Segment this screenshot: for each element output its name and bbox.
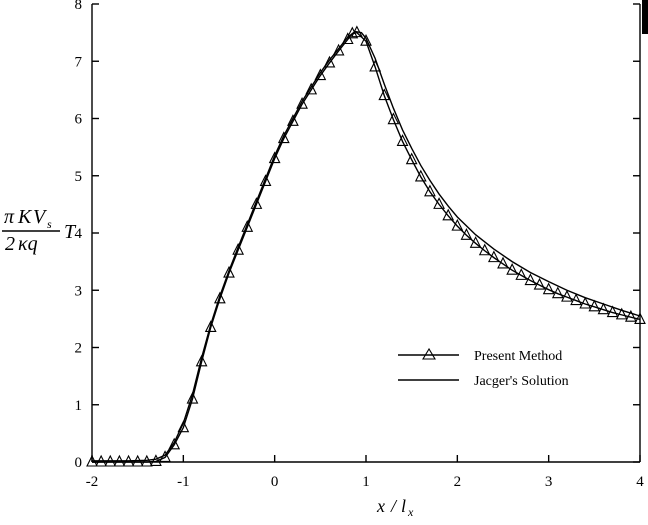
x-tick-label-3: 3: [545, 474, 553, 490]
marker-present-method-48: [515, 268, 528, 280]
ylabel-t: T: [64, 221, 77, 243]
series-line-jacger-s-solution: [92, 30, 641, 462]
xlabel-x: x: [376, 496, 385, 516]
marker-present-method-37: [414, 169, 427, 182]
x-tick-label--1: -1: [177, 474, 190, 490]
marker-present-method-54: [570, 293, 582, 306]
marker-present-method-44: [478, 243, 491, 256]
marker-present-method-14: [213, 291, 226, 304]
ylabel-denominator-kq: κq: [18, 233, 38, 255]
marker-present-method-34: [387, 112, 400, 125]
marker-present-method-40: [442, 208, 455, 221]
marker-present-method-26: [323, 55, 336, 68]
y-axis-label: π K V s 2 κq T: [2, 206, 77, 255]
marker-present-method-61: [634, 312, 646, 325]
marker-present-method-36: [405, 152, 418, 165]
marker-present-method-10: [177, 420, 190, 433]
marker-present-method-28: [341, 32, 354, 45]
xlabel-sub-x: x: [407, 505, 414, 519]
y-tick-label-5: 5: [75, 169, 83, 185]
ylabel-sub-s: s: [47, 217, 52, 231]
marker-present-method-49: [524, 273, 537, 286]
marker-present-method-17: [241, 220, 254, 232]
ylabel-pi: π: [4, 206, 15, 228]
marker-present-method-43: [469, 236, 482, 248]
x-tick-label--2: -2: [86, 474, 99, 490]
marker-present-method-42: [460, 228, 473, 240]
legend-label-jaegers-solution: Jacger's Solution: [474, 374, 569, 389]
marker-present-method-23: [296, 96, 308, 109]
x-tick-label-0: 0: [271, 474, 279, 490]
marker-present-method-59: [615, 307, 628, 320]
marker-present-method-29: [346, 26, 359, 39]
marker-present-method-9: [168, 437, 181, 450]
marker-present-method-53: [561, 289, 573, 302]
xlabel-l: l: [401, 496, 406, 516]
marker-present-method-55: [579, 296, 592, 309]
marker-present-method-33: [378, 88, 391, 101]
x-axis-label: x / l x: [376, 496, 414, 519]
marker-present-method-60: [624, 309, 637, 322]
legend-label-present-method: Present Method: [474, 349, 562, 364]
marker-present-method-51: [542, 282, 555, 295]
edge-mark-top: [642, 0, 648, 34]
marker-present-method-7: [150, 454, 162, 466]
marker-present-method-38: [424, 184, 436, 197]
marker-present-method-27: [332, 43, 345, 56]
axes: 0 1 2 3 4 5 6 7 8 -2 -1 0 1 2 3 4: [75, 0, 645, 490]
ylabel-k: K: [17, 206, 33, 228]
ylabel-v: V: [33, 206, 48, 228]
marker-present-method-41: [451, 218, 464, 231]
marker-present-method-57: [597, 302, 610, 315]
marker-present-method-22: [287, 114, 299, 126]
x-tick-label-1: 1: [362, 474, 370, 490]
y-tick-label-0: 0: [75, 455, 83, 471]
marker-present-method-56: [588, 299, 601, 312]
marker-present-method-19: [259, 174, 272, 187]
x-tick-label-2: 2: [454, 474, 462, 490]
marker-present-method-16: [232, 242, 245, 255]
y-tick-label-6: 6: [75, 112, 83, 128]
marker-present-method-12: [195, 354, 208, 367]
ylabel-denominator-2: 2: [5, 233, 15, 255]
marker-present-method-25: [314, 68, 327, 81]
x-tick-label-4: 4: [636, 474, 644, 490]
marker-present-method-21: [277, 131, 290, 144]
y-tick-label-4: 4: [75, 226, 83, 242]
xlabel-slash: /: [390, 496, 398, 516]
y-tick-label-2: 2: [75, 341, 83, 357]
y-tick-label-1: 1: [75, 398, 83, 414]
y-tick-label-8: 8: [75, 0, 83, 13]
marker-present-method-18: [250, 197, 263, 209]
marker-present-method-31: [360, 33, 372, 46]
marker-present-method-45: [487, 250, 500, 263]
legend: Present Method Jacger's Solution: [398, 347, 569, 389]
marker-present-method-15: [223, 265, 235, 278]
marker-present-method-39: [433, 197, 445, 209]
marker-present-method-13: [204, 320, 217, 333]
marker-present-method-58: [606, 305, 619, 318]
marker-present-method-47: [506, 262, 519, 275]
marker-present-method-20: [268, 151, 281, 164]
marker-present-method-11: [186, 391, 199, 404]
marker-present-method-35: [396, 134, 409, 146]
series-layer: [86, 25, 646, 467]
marker-present-method-50: [533, 277, 546, 290]
marker-present-method-46: [497, 256, 509, 269]
legend-marker-present-method: [422, 347, 436, 360]
y-tick-label-7: 7: [75, 54, 83, 70]
y-tick-label-3: 3: [75, 283, 83, 299]
marker-present-method-24: [305, 82, 318, 95]
marker-present-method-52: [551, 286, 564, 299]
